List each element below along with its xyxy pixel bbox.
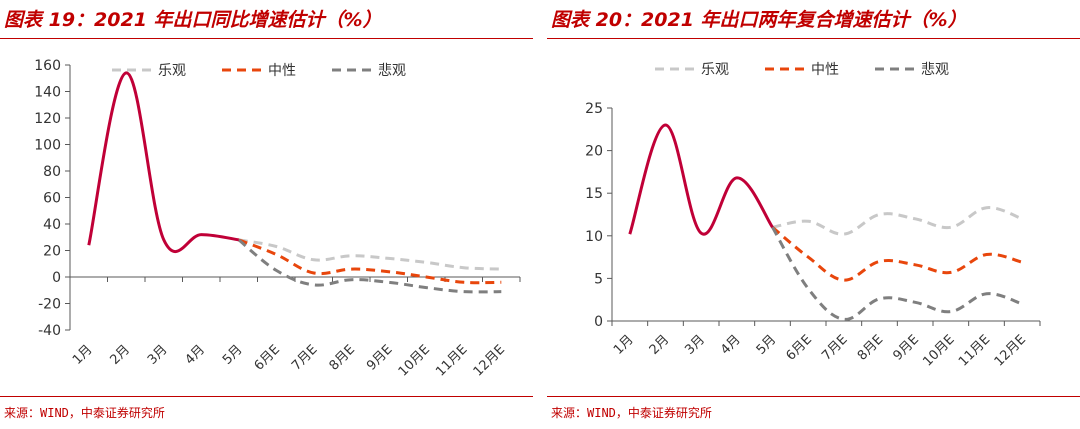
chart-source: 来源：WIND，中泰证券研究所 xyxy=(551,406,712,420)
y-tick-label: 40 xyxy=(43,217,61,233)
chart-export-yoy: 160 140 120 100 80 60 40 20 0 -20 -40 1月 2月 3月 4月 5月 6月E… xyxy=(34,58,521,380)
series-line-scenario-2 xyxy=(771,226,1023,321)
x-tick-label: 2月 xyxy=(647,332,673,358)
x-tick-label: 3月 xyxy=(682,332,708,358)
legend-label: 中性 xyxy=(811,62,839,78)
x-tick-label: 5月 xyxy=(220,342,246,368)
x-tick-label: 8月E xyxy=(327,342,358,373)
y-tick-label: 10 xyxy=(585,229,603,245)
y-tick-label: 0 xyxy=(52,270,61,286)
legend-item: 中性 xyxy=(765,62,839,78)
x-tick-label: 11月E xyxy=(433,342,470,379)
series-line-scenario-2 xyxy=(237,238,502,294)
source-divider xyxy=(547,396,1080,397)
x-tick-label: 2月 xyxy=(107,342,133,368)
legend-item: 中性 xyxy=(222,63,296,79)
y-tick-label: 20 xyxy=(585,144,603,160)
title-divider xyxy=(547,38,1080,39)
x-tick-label: 1月 xyxy=(70,342,96,368)
legend-label: 乐观 xyxy=(701,62,729,78)
x-tick-label: 12月E xyxy=(471,342,508,379)
series-line-scenario-0 xyxy=(238,238,502,271)
y-tick-label: 5 xyxy=(594,271,603,287)
chart-export-two-year-cagr: 25 20 15 10 5 0 1月 2月 3月 4月 5月 6月E 7月E 8月E 9月E10月E11月E… xyxy=(585,61,1041,370)
legend-label: 悲观 xyxy=(921,61,949,78)
x-tick-label: 11月E xyxy=(956,332,993,369)
chart-title: 图表 20：2021 年出口两年复合增速估计（%） xyxy=(551,9,967,31)
legend-item: 乐观 xyxy=(112,63,186,79)
x-tick-label: 6月E xyxy=(784,332,815,363)
y-tick-label: 160 xyxy=(34,58,61,74)
x-tick-label: 10月E xyxy=(920,332,957,369)
legend-item: 乐观 xyxy=(655,62,729,78)
x-tick-label: 7月E xyxy=(289,342,320,373)
y-tick-label: -20 xyxy=(38,297,61,313)
x-tick-label: 8月E xyxy=(855,332,886,363)
x-tick-label: 1月 xyxy=(611,332,637,358)
legend-label: 中性 xyxy=(268,63,296,79)
y-tick-label: 15 xyxy=(585,186,603,202)
y-tick-label: 80 xyxy=(43,164,61,180)
legend-label: 乐观 xyxy=(158,63,186,79)
chart-title: 图表 19：2021 年出口同比增速估计（%） xyxy=(4,9,382,31)
x-tick-label: 4月 xyxy=(718,332,744,358)
x-tick-label: 5月 xyxy=(754,332,780,358)
x-tick-label: 10月E xyxy=(396,342,433,379)
x-tick-label: 9月E xyxy=(891,332,922,363)
chart-panel-export-yoy: 图表 19：2021 年出口同比增速估计（%） 160 140 120 100 80 60… xyxy=(0,0,533,429)
y-tick-label: 140 xyxy=(34,85,61,101)
y-tick-label: -40 xyxy=(38,323,61,339)
y-tick-label: 60 xyxy=(43,191,61,207)
chart-panel-export-two-year-cagr: 图表 20：2021 年出口两年复合增速估计（%） 25 20 15 10 5 0 1月 2月… xyxy=(547,0,1080,429)
series-line-scenario-1 xyxy=(238,238,502,285)
y-tick-label: 20 xyxy=(43,244,61,260)
series-line-scenario-1 xyxy=(771,226,1023,282)
legend-label: 悲观 xyxy=(378,62,406,79)
x-tick-label: 6月E xyxy=(252,342,283,373)
source-divider xyxy=(0,396,533,397)
x-tick-label: 3月 xyxy=(145,342,171,368)
legend-item: 悲观 xyxy=(332,62,406,79)
x-tick-label: 9月E xyxy=(364,342,395,373)
x-tick-label: 4月 xyxy=(182,342,208,368)
legend-item: 悲观 xyxy=(875,61,949,78)
chart-source: 来源：WIND，中泰证券研究所 xyxy=(4,406,165,420)
series-line-actual xyxy=(628,123,774,236)
y-tick-label: 100 xyxy=(34,138,61,154)
series-line-actual xyxy=(87,71,240,254)
y-tick-label: 120 xyxy=(34,111,61,127)
x-tick-label: 7月E xyxy=(819,332,850,363)
title-divider xyxy=(0,38,533,39)
series-line-scenario-0 xyxy=(772,206,1023,236)
y-tick-label: 25 xyxy=(585,101,603,117)
x-tick-label: 12月E xyxy=(992,332,1029,369)
y-tick-label: 0 xyxy=(594,314,603,330)
